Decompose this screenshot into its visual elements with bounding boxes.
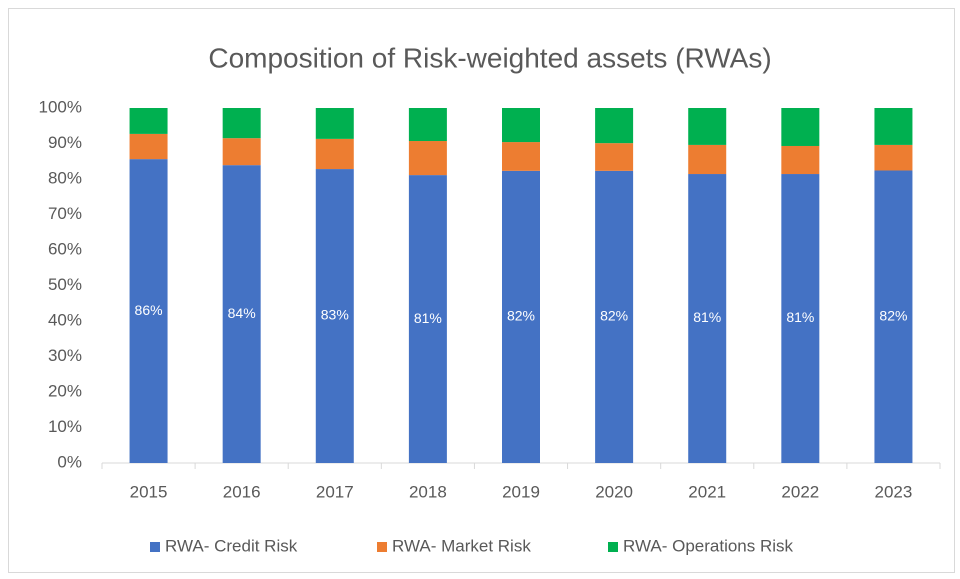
value-label: 84% (228, 305, 256, 321)
bar-segment (874, 144, 913, 171)
y-tick-label: 40% (48, 310, 82, 329)
bar-segment (315, 138, 354, 170)
y-tick-label: 90% (48, 133, 82, 152)
bar-segment (781, 108, 820, 146)
x-tick-label: 2022 (781, 482, 819, 501)
legend-swatch (608, 542, 618, 552)
x-tick-label: 2018 (409, 482, 447, 501)
bar-segment (595, 170, 634, 463)
bar-segment (874, 108, 913, 145)
y-tick-label: 80% (48, 168, 82, 187)
bar-segment (688, 144, 727, 175)
value-label: 81% (414, 310, 442, 326)
legend-swatch (377, 542, 387, 552)
y-tick-label: 10% (48, 417, 82, 436)
legend-label: RWA- Credit Risk (165, 536, 298, 555)
y-tick-label: 20% (48, 381, 82, 400)
bar-segment (781, 145, 820, 175)
bar-segment (315, 169, 354, 463)
x-tick-label: 2021 (688, 482, 726, 501)
chart-title: Composition of Risk-weighted assets (RWA… (208, 42, 771, 73)
bar-segment (502, 142, 540, 171)
bar-segment (874, 170, 913, 464)
y-tick-label: 70% (48, 204, 82, 223)
legend-label: RWA- Operations Risk (623, 536, 794, 555)
bar-segment (502, 108, 540, 143)
bar-segment (502, 170, 540, 463)
bar-segment (222, 138, 261, 166)
y-tick-label: 50% (48, 275, 82, 294)
bar-segment (315, 108, 354, 139)
x-tick-label: 2016 (223, 482, 261, 501)
legend-label: RWA- Market Risk (392, 536, 531, 555)
x-tick-label: 2017 (316, 482, 354, 501)
bar-segment (408, 108, 447, 142)
value-label: 82% (600, 308, 628, 324)
bar-segment (408, 141, 447, 176)
x-tick-label: 2019 (502, 482, 540, 501)
x-tick-label: 2015 (130, 482, 168, 501)
bar-segment (222, 108, 261, 139)
bar-segment (408, 175, 447, 463)
legend-swatch (150, 542, 160, 552)
value-label: 86% (135, 302, 163, 318)
value-label: 83% (321, 307, 349, 323)
bar-segment (688, 174, 727, 463)
bar-segment (129, 159, 168, 463)
y-tick-label: 30% (48, 346, 82, 365)
y-tick-label: 0% (57, 452, 82, 471)
value-label: 82% (507, 308, 535, 324)
x-tick-label: 2023 (875, 482, 913, 501)
x-tick-label: 2020 (595, 482, 633, 501)
bar-segment (129, 108, 168, 134)
value-label: 82% (879, 307, 907, 323)
bar-segment (595, 143, 634, 171)
bar-segment (129, 133, 168, 160)
y-tick-label: 60% (48, 239, 82, 258)
value-label: 81% (693, 309, 721, 325)
value-label: 81% (786, 309, 814, 325)
y-tick-label: 100% (39, 97, 82, 116)
bar-segment (688, 108, 727, 145)
bar-segment (595, 108, 634, 144)
bar-segment (222, 165, 261, 463)
bar-segment (781, 174, 820, 463)
